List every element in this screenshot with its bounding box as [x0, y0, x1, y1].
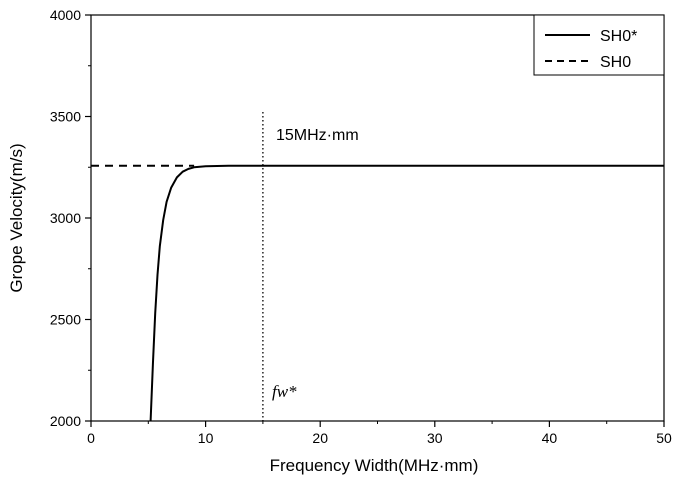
series-line-sh0-star [149, 164, 664, 422]
y-tick-label: 2000 [50, 413, 81, 429]
annotation-15mhz: 15MHz·mm [276, 127, 359, 144]
x-axis-title: Frequency Width(MHz·mm) [270, 456, 479, 475]
x-tick-label: 20 [312, 430, 328, 446]
y-tick-label: 3000 [50, 210, 81, 226]
plot-frame [90, 14, 665, 422]
legend: SH0* SH0 [533, 14, 665, 76]
x-tick-label: 40 [542, 430, 558, 446]
y-tick-label: 4000 [50, 7, 81, 23]
series-layer [91, 112, 664, 422]
y-tick-label: 3500 [50, 109, 81, 125]
annotation-fw: fw* [272, 382, 297, 401]
y-tick-label: 2500 [50, 312, 81, 328]
ticks [85, 14, 665, 427]
legend-box [533, 14, 665, 76]
x-tick-label: 30 [427, 430, 443, 446]
legend-label-sh0: SH0 [600, 54, 631, 71]
tick-labels: 0 10 20 30 40 50 2000 2500 3000 3500 4000 [50, 7, 672, 446]
x-tick-label: 10 [198, 430, 214, 446]
legend-label-sh0-star: SH0* [600, 28, 637, 45]
y-axis-title: Grope Velocity(m/s) [7, 143, 26, 292]
x-tick-label: 0 [87, 430, 95, 446]
x-tick-label: 50 [656, 430, 672, 446]
